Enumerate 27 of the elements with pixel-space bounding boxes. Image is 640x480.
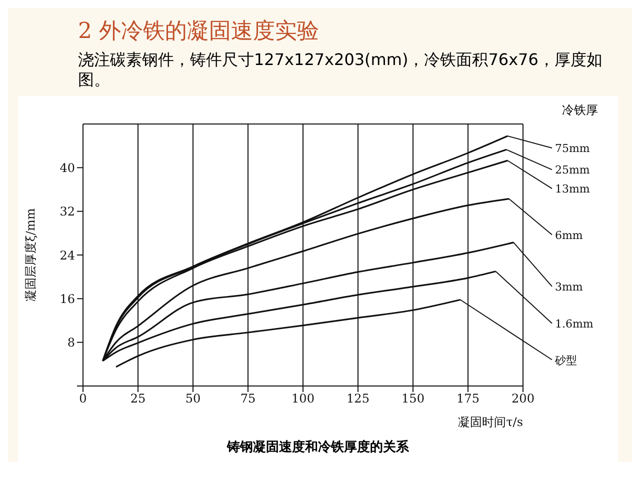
text: 铸钢凝固速度和冷铁厚度的关系 (226, 438, 410, 457)
x-tick-label: 175 (456, 392, 480, 406)
y-axis-title: 凝固层厚度ξ/mm (23, 208, 38, 302)
legend-title: 冷铁厚 (562, 102, 598, 119)
chart-title: 2 外冷铁的凝固速度实验 (77, 18, 320, 46)
legend-label: 75mm (555, 142, 590, 156)
text: 6mm (555, 228, 584, 242)
y-tick-label: 40 (60, 160, 75, 175)
x-tick-label: 100 (292, 392, 314, 406)
text: 25mm (555, 164, 590, 177)
x-tick-label: 75 (240, 392, 256, 406)
text: 13mm (555, 182, 590, 196)
x-tick-label: 200 (512, 392, 534, 406)
x-tick-label: 0 (79, 392, 87, 406)
y-tick-label: 8 (67, 336, 75, 350)
text: 1.6mm (555, 317, 594, 330)
x-tick-label: 150 (402, 392, 424, 406)
x-axis-title: 凝固时间τ/s (458, 415, 523, 429)
x-tick-label: 25 (130, 392, 146, 406)
x-tick-label: 125 (346, 392, 370, 406)
y-tick-label: 32 (60, 204, 75, 219)
chart-subtitle: 浇注碳素钢件，铸件尺寸127x127x203(mm)，冷铁面积76x76，厚度如图。 (77, 49, 604, 91)
text: 砂型 (554, 354, 577, 367)
x-tick-label: 50 (185, 392, 201, 406)
text: 3mm (555, 280, 584, 294)
y-tick-label: 16 (60, 292, 75, 306)
y-tick-label: 24 (60, 248, 76, 262)
